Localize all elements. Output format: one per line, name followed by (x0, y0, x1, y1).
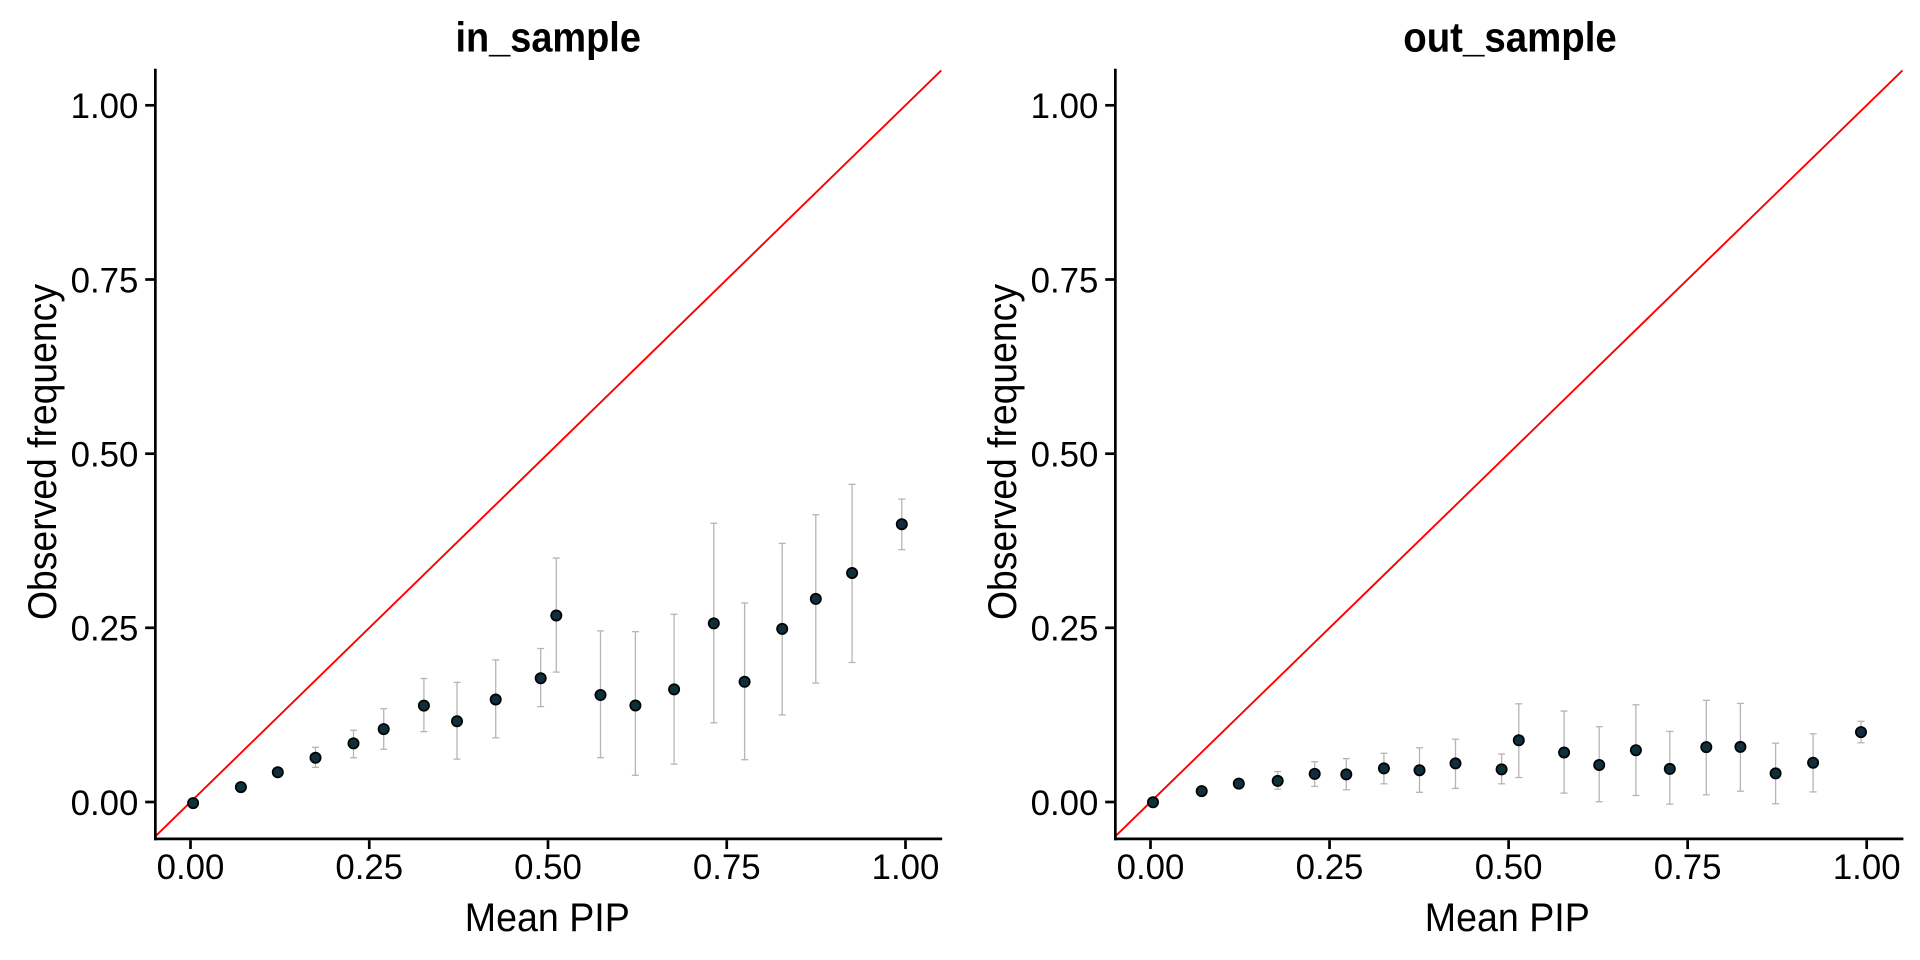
svg-text:Observed frequency: Observed frequency (21, 284, 65, 620)
svg-text:1.00: 1.00 (71, 87, 139, 126)
svg-text:0.50: 0.50 (71, 436, 139, 475)
svg-text:1.00: 1.00 (1833, 848, 1901, 887)
svg-text:0.50: 0.50 (514, 848, 582, 887)
svg-text:0.75: 0.75 (693, 848, 761, 887)
svg-text:0.25: 0.25 (335, 848, 403, 887)
svg-text:out_sample: out_sample (1403, 13, 1617, 60)
svg-text:0.00: 0.00 (157, 848, 225, 887)
svg-text:Mean PIP: Mean PIP (1425, 896, 1590, 940)
svg-text:in_sample: in_sample (455, 13, 641, 60)
svg-text:0.00: 0.00 (1117, 848, 1185, 887)
svg-text:0.00: 0.00 (71, 784, 139, 823)
svg-text:0.50: 0.50 (1031, 436, 1099, 475)
svg-text:0.00: 0.00 (1031, 784, 1099, 823)
svg-text:1.00: 1.00 (872, 848, 940, 887)
svg-text:0.75: 0.75 (1031, 261, 1099, 300)
svg-text:0.25: 0.25 (1031, 610, 1099, 649)
svg-text:0.25: 0.25 (1296, 848, 1364, 887)
svg-text:0.50: 0.50 (1475, 848, 1543, 887)
svg-text:0.75: 0.75 (71, 261, 139, 300)
svg-text:0.75: 0.75 (1654, 848, 1722, 887)
svg-text:0.25: 0.25 (71, 610, 139, 649)
svg-text:Mean PIP: Mean PIP (465, 896, 630, 940)
svg-text:Observed frequency: Observed frequency (981, 284, 1025, 620)
svg-text:1.00: 1.00 (1031, 87, 1099, 126)
